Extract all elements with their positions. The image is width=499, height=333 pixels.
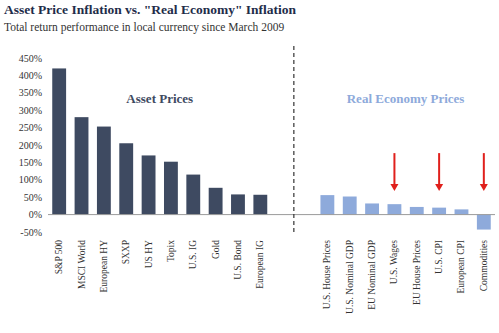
y-tick-label: 450% [19, 53, 42, 64]
x-tick-label: U.S. IG [188, 240, 198, 269]
arrow-shaft [393, 153, 395, 185]
bar [142, 155, 156, 214]
subtitle: Total return performance in local curren… [4, 21, 284, 34]
x-tick-label: S&P 500 [54, 240, 64, 274]
y-tick-label: 350% [19, 87, 42, 98]
x-tick-label: US HY [144, 240, 154, 268]
title: Asset Price Inflation vs. "Real Economy"… [4, 2, 297, 17]
y-tick-label: 400% [19, 70, 42, 81]
arrow-shaft [438, 153, 440, 185]
bar [253, 195, 267, 215]
bars [52, 68, 491, 229]
bar [52, 68, 66, 214]
bar [119, 143, 133, 214]
bar [186, 175, 200, 215]
bar [432, 208, 446, 215]
y-tick-label: 300% [19, 105, 42, 116]
y-tick-label: 200% [19, 140, 42, 151]
x-tick-label: European IG [255, 240, 265, 289]
x-tick-label: EU Nominal GDP [367, 240, 377, 310]
x-tick-label: Commodities [479, 240, 489, 292]
bar [164, 162, 178, 215]
bar [477, 215, 491, 230]
y-tick-label: 100% [19, 174, 42, 185]
arrow-head [390, 184, 398, 191]
x-tick-label: U.S. Bond [233, 240, 243, 280]
group-divider [293, 46, 294, 232]
x-tick-label: MSCI World [77, 240, 87, 289]
bar [410, 207, 424, 215]
x-tick-label: European CPI [456, 240, 466, 294]
bar [97, 127, 111, 215]
x-tick-label: U.S. Nominal GDP [345, 240, 355, 314]
x-tick-label: EU House Prices [412, 240, 422, 305]
bar [455, 209, 469, 214]
chart: Asset Price Inflation vs. "Real Economy"… [0, 0, 499, 333]
group-label: Real Economy Prices [347, 91, 465, 106]
y-tick-label: 50% [24, 192, 42, 203]
x-tick-label: Topix [166, 240, 176, 262]
x-tick-label: European HY [99, 240, 109, 293]
y-tick-label: 150% [19, 157, 42, 168]
x-tick-label: U.S. CPI [434, 240, 444, 274]
x-tick-label: Gold [211, 240, 221, 259]
y-tick-label: 250% [19, 122, 42, 133]
bar [365, 203, 379, 214]
group-label: Asset Prices [126, 91, 193, 106]
bar [343, 197, 357, 215]
x-tick-label: U.S. Wages [389, 240, 399, 284]
x-tick-label: U.S. House Prices [322, 240, 332, 309]
arrow-head [435, 184, 443, 191]
y-tick-label: 0% [29, 209, 42, 220]
y-tick-label: -50% [20, 227, 42, 238]
arrow-head [480, 184, 488, 191]
baseline [48, 214, 495, 215]
arrow-shaft [483, 153, 485, 185]
bar [209, 188, 223, 215]
x-tick-label: SXXP [121, 240, 131, 264]
bar [231, 194, 245, 214]
bar [75, 117, 89, 214]
bar [387, 204, 401, 214]
bar [320, 195, 334, 214]
